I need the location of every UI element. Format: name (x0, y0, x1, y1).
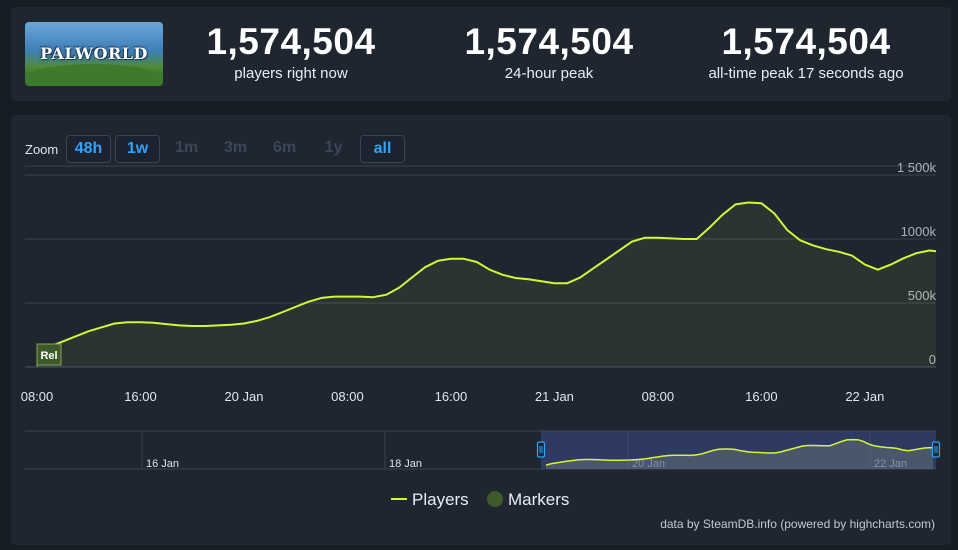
x-tick-label: 08:00 (642, 389, 675, 404)
zoom-48h-button[interactable]: 48h (66, 135, 111, 163)
x-tick-label: 16:00 (435, 389, 468, 404)
y-tick-label: 500k (908, 288, 937, 303)
y-axis-labels: 0 500k 1000k 1 500k (897, 160, 937, 367)
x-tick-label: 16:00 (745, 389, 778, 404)
marker-layer: Rel (36, 343, 62, 367)
credit-text: data by SteamDB.info (powered by highcha… (660, 517, 935, 531)
x-tick-label: 22 Jan (845, 389, 884, 404)
stat-all-time-peak: 1,574,504 all-time peak 17 seconds ago (686, 21, 926, 85)
stat-label: players right now (234, 65, 348, 82)
zoom-6m-button[interactable]: 6m (272, 139, 297, 156)
x-tick-label: 21 Jan (535, 389, 574, 404)
navigator-label: 18 Jan (389, 458, 422, 470)
stat-players-now: 1,574,504 players right now (171, 21, 411, 85)
legend-markers-symbol (487, 491, 503, 507)
grid-layer (25, 165, 936, 368)
navigator-area (546, 439, 933, 469)
x-axis-labels: 08:00 16:00 20 Jan 08:00 16:00 21 Jan 08:00 16:… (21, 389, 885, 404)
x-tick-label: 20 Jan (224, 389, 263, 404)
legend: Players Markers (391, 490, 569, 509)
y-tick-label: 1000k (901, 224, 937, 239)
y-tick-label: 0 (929, 352, 936, 367)
marker-label: Rel (40, 350, 57, 362)
series-layer (36, 201, 937, 367)
series-area-players (37, 202, 936, 367)
zoom-all-button[interactable]: all (360, 135, 405, 163)
legend-players[interactable]: Players (412, 490, 469, 509)
navigator-label: 16 Jan (146, 458, 179, 470)
x-tick-label: 08:00 (331, 389, 364, 404)
game-logo-text: PALWORLD (40, 44, 148, 63)
stat-value: 1,574,504 (464, 21, 634, 62)
stat-label: 24-hour peak (504, 65, 594, 82)
chart-panel: Zoom 48h 1w 1m 3m 6m 1y all 0 500k 1000k 1 … (11, 115, 951, 545)
game-logo[interactable]: PALWORLD (25, 22, 163, 86)
navigator-handle-left[interactable] (536, 441, 546, 458)
navigator-line (545, 438, 934, 466)
navigator-handle-right[interactable] (931, 441, 941, 458)
series-line-players (36, 201, 937, 357)
zoom-1y-button[interactable]: 1y (324, 139, 343, 156)
x-tick-label: 16:00 (124, 389, 157, 404)
y-tick-label: 1 500k (897, 160, 937, 175)
legend-markers[interactable]: Markers (508, 490, 569, 509)
stat-label: all-time peak 17 seconds ago (708, 65, 904, 82)
stat-value: 1,574,504 (206, 21, 376, 62)
stats-panel: PALWORLD 1,574,504 players right now 1,5… (11, 7, 951, 101)
logo-hill (25, 64, 163, 86)
zoom-label: Zoom (25, 142, 59, 157)
stat-24h-peak: 1,574,504 24-hour peak (429, 21, 669, 85)
zoom-1m-button[interactable]: 1m (174, 139, 199, 156)
zoom-1w-button[interactable]: 1w (115, 135, 160, 163)
marker-flag (36, 343, 62, 366)
stat-value: 1,574,504 (721, 21, 891, 62)
x-tick-label: 08:00 (21, 389, 54, 404)
zoom-3m-button[interactable]: 3m (223, 139, 248, 156)
